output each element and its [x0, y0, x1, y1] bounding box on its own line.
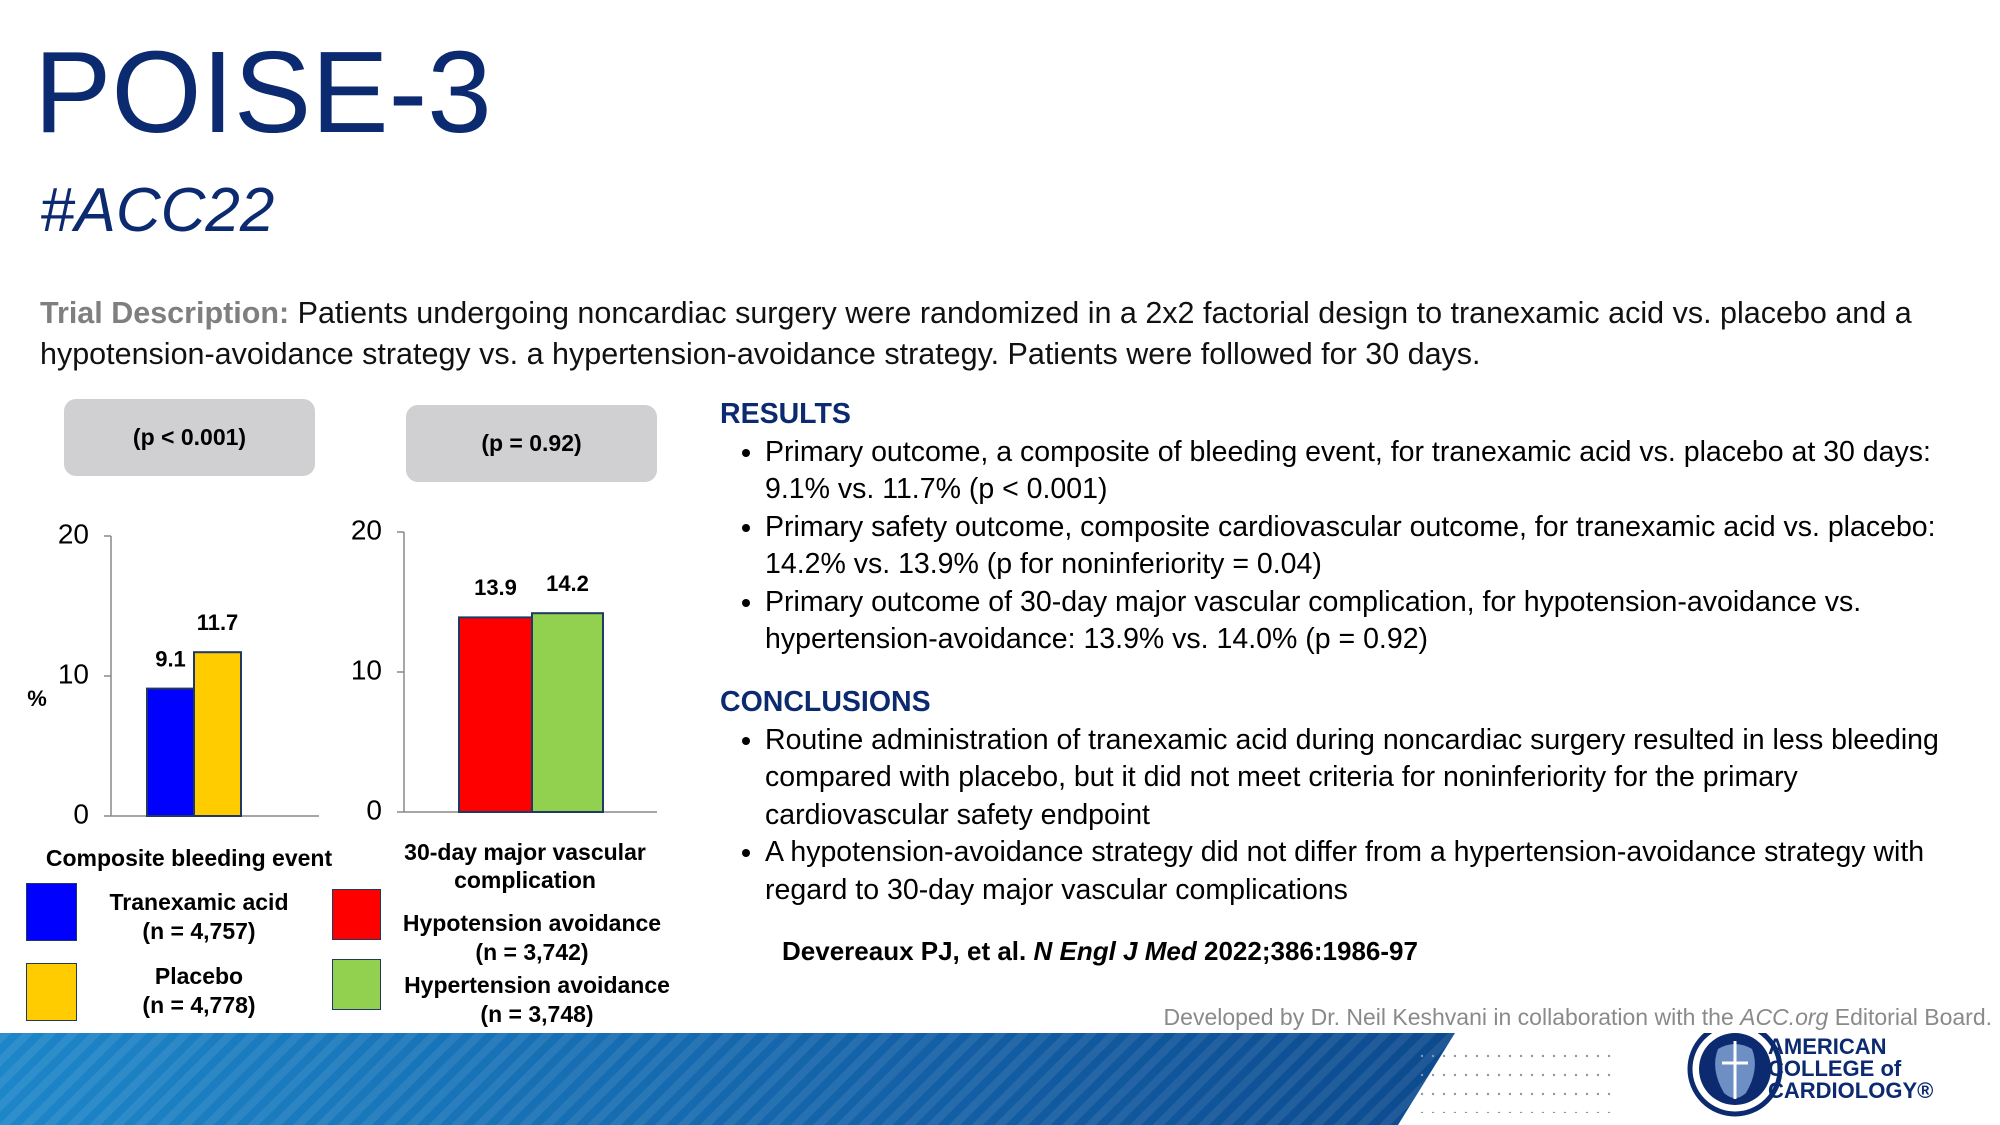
result-item: Primary safety outcome, composite cardio… [765, 509, 1950, 584]
legend-n: (n = 3,742) [475, 939, 589, 965]
legend-entry: Placebo (n = 4,778) [69, 962, 329, 1020]
legend-name: Tranexamic acid [109, 889, 289, 915]
y-tick-label: 20 [351, 514, 382, 545]
p-value: (p = 0.92) [406, 405, 657, 482]
y-tick-label: 10 [351, 654, 382, 685]
description: Trial Description: Patients undergoing n… [40, 293, 1960, 375]
legend-entry: Tranexamic acid (n = 4,757) [69, 888, 329, 946]
description-text: Patients undergoing noncardiac surgery w… [40, 296, 1912, 371]
value-label: 9.1 [155, 646, 186, 671]
citation-reference: 2022;386:1986-97 [1203, 936, 1418, 966]
legend-name: Hypertension avoidance [404, 972, 670, 998]
result-item: Primary outcome, a composite of bleeding… [765, 434, 1950, 509]
legend-n: (n = 4,757) [142, 918, 256, 944]
legend-entry: Hypertension avoidance (n = 3,748) [392, 971, 682, 1029]
charts: 0 10 20% 9.1 11.7 0 10 20 13.9 14.2 [27, 514, 657, 829]
p-value: (p < 0.001) [64, 399, 315, 476]
legend-swatch [26, 883, 77, 941]
legend-name: Hypotension avoidance [402, 910, 662, 936]
credit: Developed by Dr. Neil Keshvani in collab… [1164, 1004, 1992, 1031]
results-heading: RESULTS [720, 398, 851, 430]
y-tick-label: 0 [366, 794, 382, 825]
logo-emblem [1687, 1033, 1783, 1117]
bar [458, 616, 533, 814]
x-axis-label: Composite bleeding event [45, 845, 333, 871]
hashtag: #ACC22 [40, 176, 275, 245]
logo-text: COLLEGE of [1768, 1056, 1902, 1081]
conclusions: CONCLUSIONS Routine administration of tr… [720, 684, 1950, 909]
conclusions-heading: CONCLUSIONS [720, 686, 931, 718]
citation-authors: Devereaux PJ, et al. [782, 936, 1027, 966]
logo-text: AMERICAN [1768, 1034, 1887, 1059]
title: POISE-3 [34, 27, 492, 157]
value-label: 14.2 [546, 571, 589, 596]
footer-dots [1418, 1053, 1618, 1113]
results-list: Primary outcome, a composite of bleeding… [720, 434, 1950, 659]
bar [531, 612, 604, 814]
legend-swatch [332, 889, 381, 940]
conclusions-list: Routine administration of tranexamic aci… [720, 722, 1950, 910]
legend-entry: Hypotension avoidance (n = 3,742) [392, 909, 672, 967]
result-item: Primary outcome of 30-day major vascular… [765, 584, 1950, 659]
bar [146, 687, 195, 817]
y-axis-label: % [27, 686, 47, 711]
logo-text: CARDIOLOGY® [1768, 1078, 1934, 1103]
y-tick-label: 20 [58, 518, 89, 549]
legend-n: (n = 4,778) [142, 992, 256, 1018]
credit-after: Editorial Board. [1834, 1004, 1992, 1030]
citation: Devereaux PJ, et al. N Engl J Med 2022;3… [782, 936, 1418, 967]
description-label: Trial Description: [40, 296, 290, 330]
y-tick-label: 10 [58, 658, 89, 689]
legend-swatch [332, 959, 381, 1010]
credit-before: Developed by Dr. Neil Keshvani in collab… [1163, 1004, 1734, 1030]
footer-pattern [0, 1033, 1455, 1125]
conclusion-item: Routine administration of tranexamic aci… [765, 722, 1950, 835]
y-tick-label: 0 [73, 798, 89, 829]
legend-name: Placebo [154, 963, 244, 989]
credit-site: ACC.org [1740, 1004, 1829, 1030]
citation-journal: N Engl J Med [1033, 936, 1197, 966]
legend-n: (n = 3,748) [480, 1001, 594, 1027]
x-axis-label: 30-day major vascular complication [404, 839, 646, 893]
bar [193, 651, 242, 818]
value-label: 13.9 [474, 575, 517, 600]
footer-band [0, 1033, 1783, 1125]
results: RESULTS Primary outcome, a composite of … [720, 396, 1950, 659]
legend-swatch [26, 963, 77, 1021]
value-label: 11.7 [197, 610, 239, 635]
conclusion-item: A hypotension-avoidance strategy did not… [765, 834, 1950, 909]
